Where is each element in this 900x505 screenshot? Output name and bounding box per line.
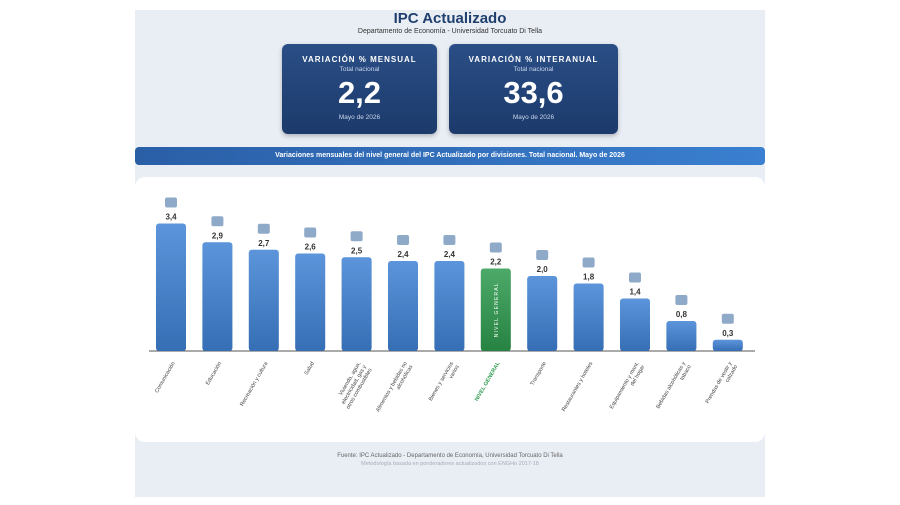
x-tick-label: Bebidas alcohólicas y tabaco: [655, 361, 692, 413]
icon: [257, 223, 270, 234]
icon: [629, 272, 641, 283]
icon: [489, 242, 502, 253]
bar-shade: [527, 276, 558, 351]
chart-card: 3,4 Comunicación 2,9 Educación 2,7 Recreación…: [135, 177, 765, 442]
value-label: 2,4: [444, 250, 456, 259]
note: Metodología basada en ponderadores actua…: [361, 461, 539, 467]
card-value: 2,2: [337, 75, 382, 110]
value-label: 0,8: [676, 310, 688, 319]
source: Fuente: IPC Actualizado - Departamento d…: [337, 453, 563, 459]
value-label: 2,7: [258, 239, 270, 248]
value-label: 2,9: [212, 231, 224, 240]
x-tick-label: NIVEL GENERAL: [474, 360, 502, 402]
value-label: 0,3: [722, 329, 734, 338]
value-label: 1,8: [583, 273, 595, 282]
icon: [443, 235, 456, 245]
x-tick-label: Educación: [205, 361, 223, 386]
bar-inner-label: NIVEL GENERAL: [494, 282, 500, 337]
icon: [350, 231, 363, 242]
icon: [304, 227, 317, 238]
bar-shade: [480, 268, 511, 351]
x-tick-label: Alimentos y bebidas no alcohólicas: [375, 361, 414, 417]
bar-shade: [712, 339, 743, 351]
card-subtitle: Total nacional: [339, 66, 380, 73]
card-period: Mayo de 2026: [338, 114, 381, 121]
card-value: 33,6: [503, 75, 564, 110]
value-label: 2,4: [397, 250, 409, 259]
subtitle: Departamento de Economía - Universidad T…: [357, 28, 543, 35]
value-label: 2,5: [351, 246, 363, 255]
bar-shade: [620, 298, 650, 351]
icon: [397, 235, 409, 245]
x-tick-label: Equipamiento y mant. del hogar: [609, 361, 647, 414]
value-label: 3,4: [165, 213, 177, 222]
value-label: 1,4: [629, 288, 641, 297]
card-subtitle: Total nacional: [513, 66, 554, 73]
title: IPC Actualizado: [393, 10, 507, 27]
value-label: 2,6: [305, 243, 317, 252]
card-title: VARIACIÓN % INTERANUAL: [468, 55, 599, 64]
x-tick-label: Restaurantes y hoteles: [561, 361, 594, 413]
x-tick-label: Vivienda, agua, electricidad, gas y otro…: [333, 361, 373, 412]
icon: [675, 295, 688, 305]
x-tick-label: Recreación y cultura: [239, 360, 270, 407]
icon: [536, 250, 549, 260]
value-label: 2,0: [537, 265, 549, 274]
card-period: Mayo de 2026: [512, 114, 555, 121]
card: VARIACIÓN % MENSUAL Total nacional 2,2 M…: [282, 44, 437, 134]
card: VARIACIÓN % INTERANUAL Total nacional 33…: [449, 44, 618, 134]
icon: [721, 313, 734, 324]
bar-shade: [573, 283, 604, 351]
bar-shade: [156, 223, 186, 351]
banner: Variaciones mensuales del nivel general …: [135, 147, 765, 165]
value-label: 2,2: [490, 258, 502, 267]
chart: 3,4 Comunicación 2,9 Educación 2,7 Recreación…: [149, 197, 755, 417]
bar-shade: [248, 249, 279, 351]
x-tick-label: Comunicación: [154, 361, 177, 394]
dashboard: IPC Actualizado Departamento de Economía…: [135, 10, 765, 497]
icon: [165, 197, 177, 208]
icon: [582, 257, 595, 268]
bar-shade: [341, 257, 372, 351]
card-title: VARIACIÓN % MENSUAL: [302, 55, 417, 64]
x-tick-label: Transporte: [530, 361, 548, 387]
bar-shade: [434, 261, 465, 351]
bar-shade: [388, 261, 418, 351]
x-tick-label: Salud: [304, 361, 316, 376]
bar-shade: [666, 321, 697, 351]
x-tick-label: Bienes y servicios varios: [428, 361, 461, 406]
x-tick-label: Prendas de vestir y calzado: [705, 361, 739, 408]
icon: [211, 216, 224, 227]
bar-shade: [295, 253, 326, 351]
bar-shade: [202, 242, 233, 351]
